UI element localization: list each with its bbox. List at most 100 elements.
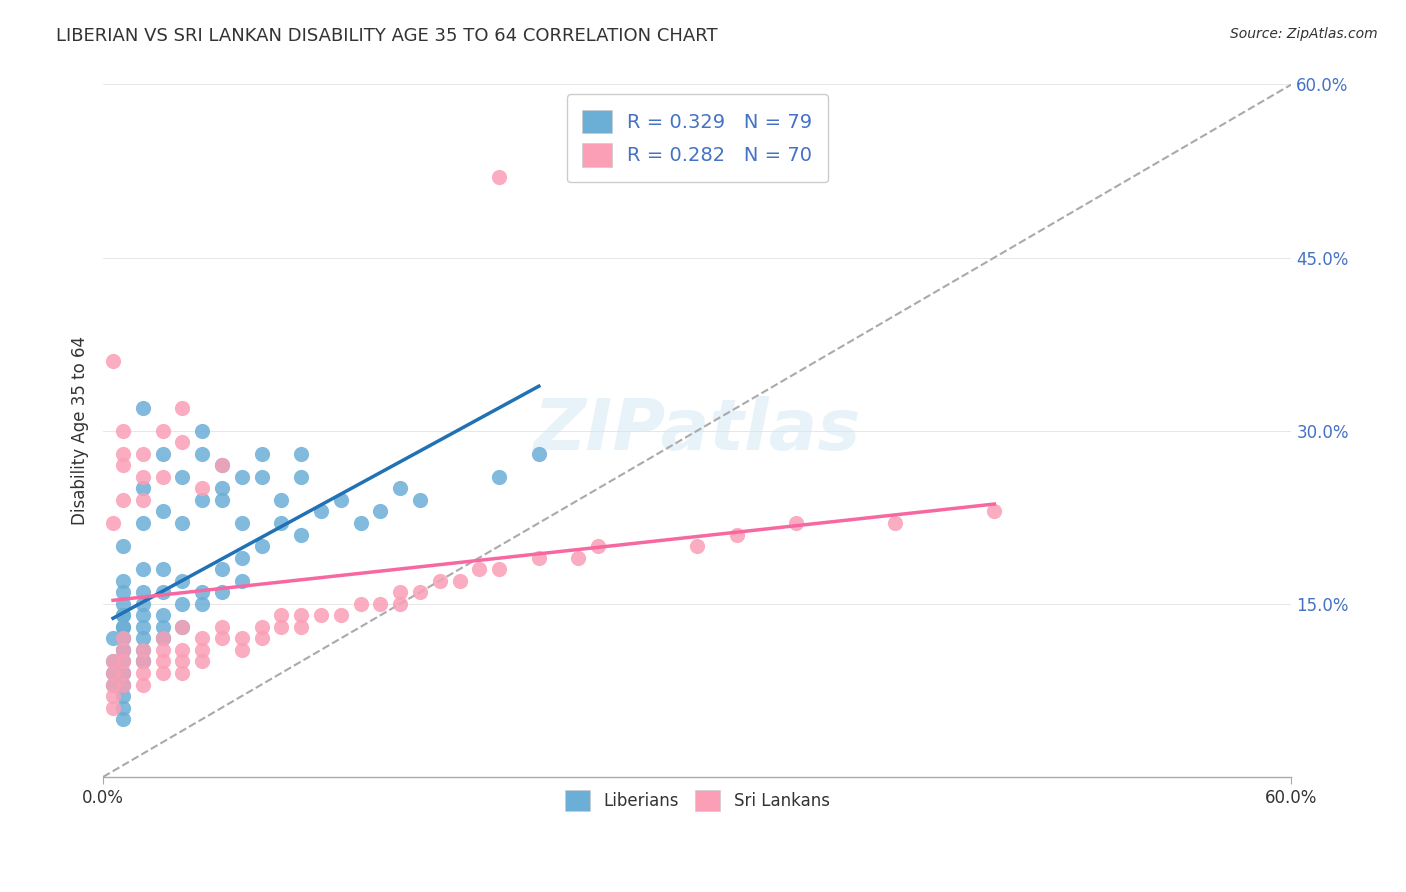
Point	[191, 481, 214, 495]
Point	[172, 574, 194, 588]
Point	[309, 608, 332, 623]
Point	[101, 689, 124, 703]
Point	[172, 643, 194, 657]
Point	[290, 608, 312, 623]
Point	[111, 620, 134, 634]
Point	[111, 643, 134, 657]
Point	[152, 424, 174, 438]
Point	[101, 677, 124, 691]
Point	[111, 677, 134, 691]
Point	[152, 665, 174, 680]
Point	[250, 447, 273, 461]
Point	[211, 620, 233, 634]
Text: LIBERIAN VS SRI LANKAN DISABILITY AGE 35 TO 64 CORRELATION CHART: LIBERIAN VS SRI LANKAN DISABILITY AGE 35…	[56, 27, 718, 45]
Point	[172, 620, 194, 634]
Point	[101, 655, 124, 669]
Point	[111, 643, 134, 657]
Point	[132, 665, 155, 680]
Point	[111, 608, 134, 623]
Point	[132, 481, 155, 495]
Point	[111, 655, 134, 669]
Point	[983, 504, 1005, 518]
Point	[101, 677, 124, 691]
Point	[111, 597, 134, 611]
Point	[191, 424, 214, 438]
Point	[132, 585, 155, 599]
Point	[409, 585, 432, 599]
Point	[111, 447, 134, 461]
Point	[389, 597, 412, 611]
Point	[152, 470, 174, 484]
Point	[152, 643, 174, 657]
Point	[172, 620, 194, 634]
Point	[152, 447, 174, 461]
Point	[101, 632, 124, 646]
Point	[191, 632, 214, 646]
Point	[132, 655, 155, 669]
Point	[785, 516, 807, 530]
Point	[567, 550, 589, 565]
Point	[270, 516, 292, 530]
Point	[527, 550, 550, 565]
Point	[231, 550, 253, 565]
Point	[132, 620, 155, 634]
Point	[250, 470, 273, 484]
Point	[152, 504, 174, 518]
Point	[349, 597, 371, 611]
Point	[111, 620, 134, 634]
Point	[101, 655, 124, 669]
Point	[111, 632, 134, 646]
Point	[309, 504, 332, 518]
Point	[132, 492, 155, 507]
Text: ZIPatlas: ZIPatlas	[534, 396, 860, 465]
Point	[111, 712, 134, 726]
Point	[349, 516, 371, 530]
Point	[231, 632, 253, 646]
Point	[370, 597, 392, 611]
Point	[111, 574, 134, 588]
Point	[290, 470, 312, 484]
Point	[111, 608, 134, 623]
Point	[389, 481, 412, 495]
Point	[191, 492, 214, 507]
Point	[270, 492, 292, 507]
Point	[409, 492, 432, 507]
Point	[172, 665, 194, 680]
Text: Source: ZipAtlas.com: Source: ZipAtlas.com	[1230, 27, 1378, 41]
Point	[211, 481, 233, 495]
Point	[101, 665, 124, 680]
Point	[111, 632, 134, 646]
Point	[191, 585, 214, 599]
Point	[152, 655, 174, 669]
Point	[132, 643, 155, 657]
Point	[468, 562, 491, 576]
Y-axis label: Disability Age 35 to 64: Disability Age 35 to 64	[72, 336, 89, 525]
Point	[101, 700, 124, 714]
Point	[132, 470, 155, 484]
Point	[152, 562, 174, 576]
Point	[172, 597, 194, 611]
Point	[152, 632, 174, 646]
Point	[250, 620, 273, 634]
Point	[111, 689, 134, 703]
Point	[111, 665, 134, 680]
Point	[111, 492, 134, 507]
Point	[152, 632, 174, 646]
Point	[152, 632, 174, 646]
Point	[211, 458, 233, 473]
Point	[152, 620, 174, 634]
Point	[488, 470, 510, 484]
Point	[111, 643, 134, 657]
Point	[290, 527, 312, 541]
Point	[172, 470, 194, 484]
Point	[270, 620, 292, 634]
Point	[111, 458, 134, 473]
Point	[132, 516, 155, 530]
Point	[111, 585, 134, 599]
Point	[172, 435, 194, 450]
Point	[884, 516, 907, 530]
Point	[132, 608, 155, 623]
Point	[270, 608, 292, 623]
Point	[725, 527, 748, 541]
Legend: Liberians, Sri Lankans: Liberians, Sri Lankans	[551, 777, 844, 824]
